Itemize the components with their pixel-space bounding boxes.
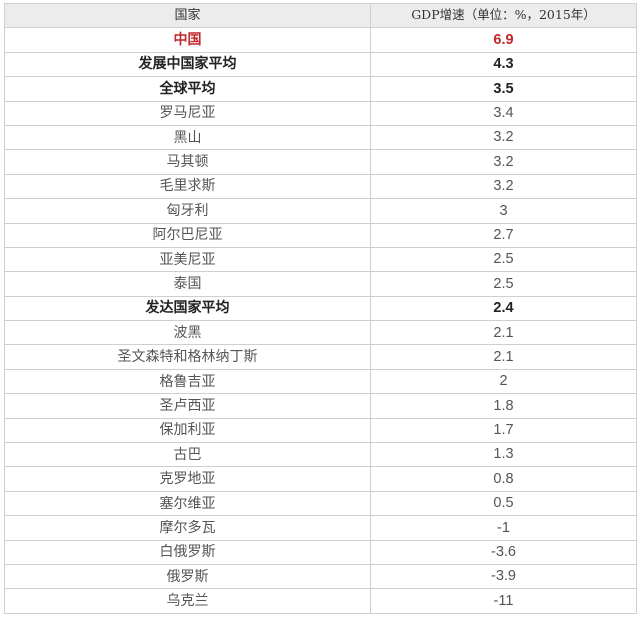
gdp-growth-cell: 0.8: [370, 466, 637, 492]
table-body: 中国 6.9 发展中国家平均 4.3 全球平均 3.5 罗马尼亚 3.4 黑山 3.2 马其顿 3.2…: [4, 27, 637, 614]
table-row: 圣文森特和格林纳丁斯 2.1: [4, 344, 637, 370]
table-row: 保加利亚 1.7: [4, 417, 637, 444]
table-row: 圣卢西亚 1.8: [4, 393, 637, 419]
gdp-growth-cell: 0.5: [370, 490, 637, 517]
table-row: 马其顿 3.2: [4, 149, 637, 175]
table-row: 泰国 2.5: [4, 271, 637, 297]
table-row: 阿尔巴尼亚 2.7: [4, 222, 637, 248]
country-cell: 发达国家平均: [4, 295, 371, 322]
country-cell: 阿尔巴尼亚: [4, 222, 371, 248]
table-row: 乌克兰 -11: [4, 588, 637, 614]
gdp-growth-cell: 3.2: [370, 173, 637, 200]
gdp-growth-cell: 3.2: [370, 149, 637, 175]
table-row: 匈牙利 3: [4, 198, 637, 224]
country-cell: 格鲁吉亚: [4, 368, 371, 395]
country-cell: 中国: [4, 27, 371, 53]
table-row: 毛里求斯 3.2: [4, 173, 637, 200]
table-row: 白俄罗斯 -3.6: [4, 539, 637, 565]
country-cell: 全球平均: [4, 76, 371, 102]
country-cell: 摩尔多瓦: [4, 515, 371, 541]
country-cell: 匈牙利: [4, 198, 371, 224]
country-cell: 克罗地亚: [4, 466, 371, 492]
gdp-growth-cell: 3.5: [370, 76, 637, 102]
table-row: 摩尔多瓦 -1: [4, 515, 637, 541]
country-cell: 塞尔维亚: [4, 490, 371, 517]
country-cell: 乌克兰: [4, 588, 371, 614]
country-cell: 黑山: [4, 124, 371, 151]
table-row: 发达国家平均 2.4: [4, 295, 637, 322]
table-row: 克罗地亚 0.8: [4, 466, 637, 492]
gdp-growth-cell: 3.2: [370, 124, 637, 151]
gdp-growth-cell: -1: [370, 515, 637, 541]
gdp-growth-cell: -3.6: [370, 539, 637, 565]
header-country: 国家: [4, 2, 371, 29]
table-row: 俄罗斯 -3.9: [4, 563, 637, 590]
country-cell: 圣文森特和格林纳丁斯: [4, 344, 371, 370]
country-cell: 古巴: [4, 442, 371, 468]
country-cell: 俄罗斯: [4, 563, 371, 590]
table-header: 国家 GDP增速（单位：%，2015年）: [4, 2, 637, 29]
gdp-growth-cell: -3.9: [370, 563, 637, 590]
country-cell: 保加利亚: [4, 417, 371, 444]
country-cell: 发展中国家平均: [4, 51, 371, 78]
header-gdp-growth: GDP增速（单位：%，2015年）: [370, 2, 637, 29]
gdp-growth-cell: 2: [370, 368, 637, 395]
country-cell: 白俄罗斯: [4, 539, 371, 565]
gdp-growth-cell: 2.5: [370, 271, 637, 297]
gdp-growth-cell: 1.7: [370, 417, 637, 444]
gdp-growth-cell: 2.1: [370, 344, 637, 370]
header-row: 国家 GDP增速（单位：%，2015年）: [4, 2, 637, 29]
gdp-growth-cell: 2.1: [370, 320, 637, 346]
table-row: 古巴 1.3: [4, 442, 637, 468]
table-row: 格鲁吉亚 2: [4, 368, 637, 395]
table-row: 中国 6.9: [4, 27, 637, 53]
country-cell: 亚美尼亚: [4, 246, 371, 273]
gdp-growth-cell: 1.8: [370, 393, 637, 419]
table-row: 塞尔维亚 0.5: [4, 490, 637, 517]
gdp-growth-cell: 3: [370, 198, 637, 224]
table-row: 波黑 2.1: [4, 320, 637, 346]
country-cell: 圣卢西亚: [4, 393, 371, 419]
table-row: 黑山 3.2: [4, 124, 637, 151]
table-row: 发展中国家平均 4.3: [4, 51, 637, 78]
table-row: 全球平均 3.5: [4, 76, 637, 102]
gdp-growth-cell: 6.9: [370, 27, 637, 53]
gdp-growth-cell: 2.4: [370, 295, 637, 322]
gdp-growth-cell: 2.5: [370, 246, 637, 273]
table-row: 亚美尼亚 2.5: [4, 246, 637, 273]
country-cell: 波黑: [4, 320, 371, 346]
country-cell: 泰国: [4, 271, 371, 297]
country-cell: 罗马尼亚: [4, 100, 371, 126]
gdp-growth-table: 国家 GDP增速（单位：%，2015年） 中国 6.9 发展中国家平均 4.3 全球平均…: [4, 2, 637, 614]
country-cell: 毛里求斯: [4, 173, 371, 200]
gdp-growth-cell: 4.3: [370, 51, 637, 78]
gdp-growth-cell: 3.4: [370, 100, 637, 126]
country-cell: 马其顿: [4, 149, 371, 175]
gdp-growth-cell: -11: [370, 588, 637, 614]
table-row: 罗马尼亚 3.4: [4, 100, 637, 126]
gdp-growth-cell: 2.7: [370, 222, 637, 248]
gdp-growth-cell: 1.3: [370, 442, 637, 468]
